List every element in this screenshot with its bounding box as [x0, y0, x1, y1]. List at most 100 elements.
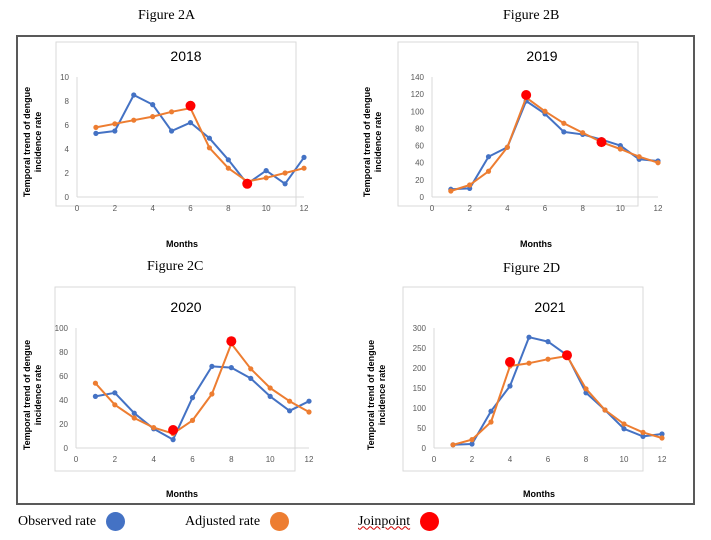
observed-rate-point — [306, 398, 312, 404]
observed-rate-point — [488, 408, 494, 414]
x-tick-label: 8 — [229, 455, 234, 464]
adjusted-rate-point — [448, 188, 454, 194]
x-tick-label: 0 — [75, 204, 80, 213]
chart-2020: 2020 0 20 40 60 80 100 0 2 4 6 8 10 12 Temporal trend … — [22, 286, 314, 499]
adjusted-rate-point — [602, 407, 608, 413]
observed-rate-point — [485, 154, 492, 160]
y-tick-label: 150 — [413, 384, 427, 393]
legend-observed: Observed rate — [18, 512, 126, 531]
joinpoint-marker — [505, 357, 515, 367]
adjusted-rate-point — [636, 154, 642, 160]
x-tick-label: 12 — [654, 204, 663, 213]
adjusted-rate-point — [168, 109, 175, 115]
joinpoint-marker — [562, 350, 572, 361]
y-axis-label: Temporal trend of dengueincidence rate — [22, 87, 43, 197]
y-axis-label-line: Temporal trend of dengue — [22, 87, 32, 197]
figure-label-2c: Figure 2C — [147, 259, 204, 274]
chart-title: 2020 — [170, 299, 201, 315]
y-axis-label-line: Temporal trend of dengue — [362, 87, 372, 197]
x-axis-label: Months — [166, 239, 198, 249]
observed-rate-point — [112, 128, 118, 134]
observed-rate-line — [95, 94, 305, 185]
adjusted-rate-point — [561, 120, 567, 126]
adjusted-rate-point — [282, 170, 288, 176]
adjusted-rate-point — [93, 124, 99, 130]
adjusted-rate-point — [583, 386, 589, 392]
x-axis-label: Months — [520, 239, 552, 249]
y-tick-label: 20 — [415, 176, 424, 185]
observed-rate-point — [131, 92, 137, 98]
observed-rate-point — [659, 431, 665, 437]
x-tick-label: 12 — [658, 455, 667, 464]
y-tick-label: 200 — [413, 364, 427, 373]
y-tick-label: 60 — [415, 142, 424, 151]
legend-joinpoint-label: Joinpoint — [358, 513, 411, 529]
y-tick-label: 2 — [65, 169, 70, 178]
x-tick-label: 4 — [505, 204, 510, 213]
y-axis-label: Temporal trend of dengueincidence rate — [362, 87, 383, 197]
y-tick-label: 80 — [415, 124, 424, 133]
y-tick-label: 0 — [420, 193, 425, 202]
figure-frame — [16, 35, 695, 505]
observed-rate-point — [209, 363, 215, 369]
adjusted-rate-point — [545, 356, 551, 362]
adjusted-rate-point — [469, 437, 475, 443]
x-tick-label: 12 — [305, 455, 314, 464]
adjusted-rate-point — [209, 391, 215, 397]
figure-label-2a: Figure 2A — [138, 8, 196, 23]
observed-rate-point — [93, 130, 99, 136]
legend-observed-label: Observed rate — [18, 513, 97, 529]
chart-area-frame — [402, 286, 644, 472]
y-axis-label-line: incidence rate — [373, 112, 383, 173]
adjusted-rate-point — [92, 380, 99, 386]
adjusted-rate-point — [542, 108, 548, 114]
figure-label-2b: Figure 2B — [503, 8, 560, 23]
adjusted-rate-point — [225, 165, 231, 171]
observed-rate-point — [286, 408, 293, 414]
adjusted-rate-point — [131, 415, 137, 421]
observed-rate-point — [640, 433, 646, 439]
observed-rate-point — [92, 393, 99, 399]
y-tick-label: 250 — [413, 344, 427, 353]
y-tick-label: 0 — [422, 444, 427, 453]
y-tick-label: 50 — [417, 424, 426, 433]
chart-2018: 2018 0 2 4 6 8 10 0 2 4 6 8 10 12 Temporal trend of de… — [22, 41, 309, 249]
x-tick-label: 0 — [74, 455, 79, 464]
adjusted-rate-point — [467, 182, 473, 188]
adjusted-rate-point — [206, 145, 213, 151]
y-axis-label: Temporal trend of dengueincidence rate — [366, 340, 387, 450]
y-tick-label: 40 — [59, 396, 68, 405]
observed-rate-point — [507, 383, 513, 389]
adjusted-rate-point — [655, 160, 661, 166]
x-axis-label: Months — [166, 489, 198, 499]
chart-title: 2019 — [526, 48, 557, 64]
y-tick-label: 0 — [64, 444, 69, 453]
x-tick-label: 4 — [150, 204, 155, 213]
x-tick-label: 2 — [113, 455, 118, 464]
x-tick-label: 4 — [508, 455, 513, 464]
y-axis-label-line: Temporal trend of dengue — [22, 340, 32, 450]
legend-joinpoint: Joinpoint — [358, 512, 440, 531]
y-tick-label: 10 — [60, 73, 69, 82]
chart-area-frame — [55, 41, 297, 207]
adjusted-rate-point — [617, 146, 623, 152]
chart-2021: 2021 0 50 100 150 200 250 300 0 2 4 6 8 10 12 Temporal … — [366, 286, 667, 499]
x-tick-label: 2 — [467, 204, 472, 213]
observed-rate-point — [189, 395, 196, 401]
adjusted-marker-icon — [270, 512, 290, 531]
observed-rate-line — [452, 336, 663, 446]
y-tick-label: 140 — [411, 73, 425, 82]
x-tick-label: 8 — [580, 204, 585, 213]
adjusted-rate-point — [659, 435, 665, 441]
adjusted-rate-point — [488, 419, 494, 425]
legend-adjusted: Adjusted rate — [185, 512, 290, 531]
x-tick-label: 6 — [188, 204, 193, 213]
chart-2019: 2019 0 20 40 60 80 100 120 140 0 2 4 6 8 10 12 Temporal … — [362, 41, 663, 249]
adjusted-rate-point — [267, 385, 273, 391]
x-tick-label: 8 — [584, 455, 589, 464]
observed-rate-point — [526, 334, 532, 340]
adjusted-rate-point — [580, 130, 586, 136]
observed-rate-point — [301, 154, 307, 160]
x-tick-label: 12 — [300, 204, 309, 213]
y-tick-label: 100 — [55, 324, 69, 333]
